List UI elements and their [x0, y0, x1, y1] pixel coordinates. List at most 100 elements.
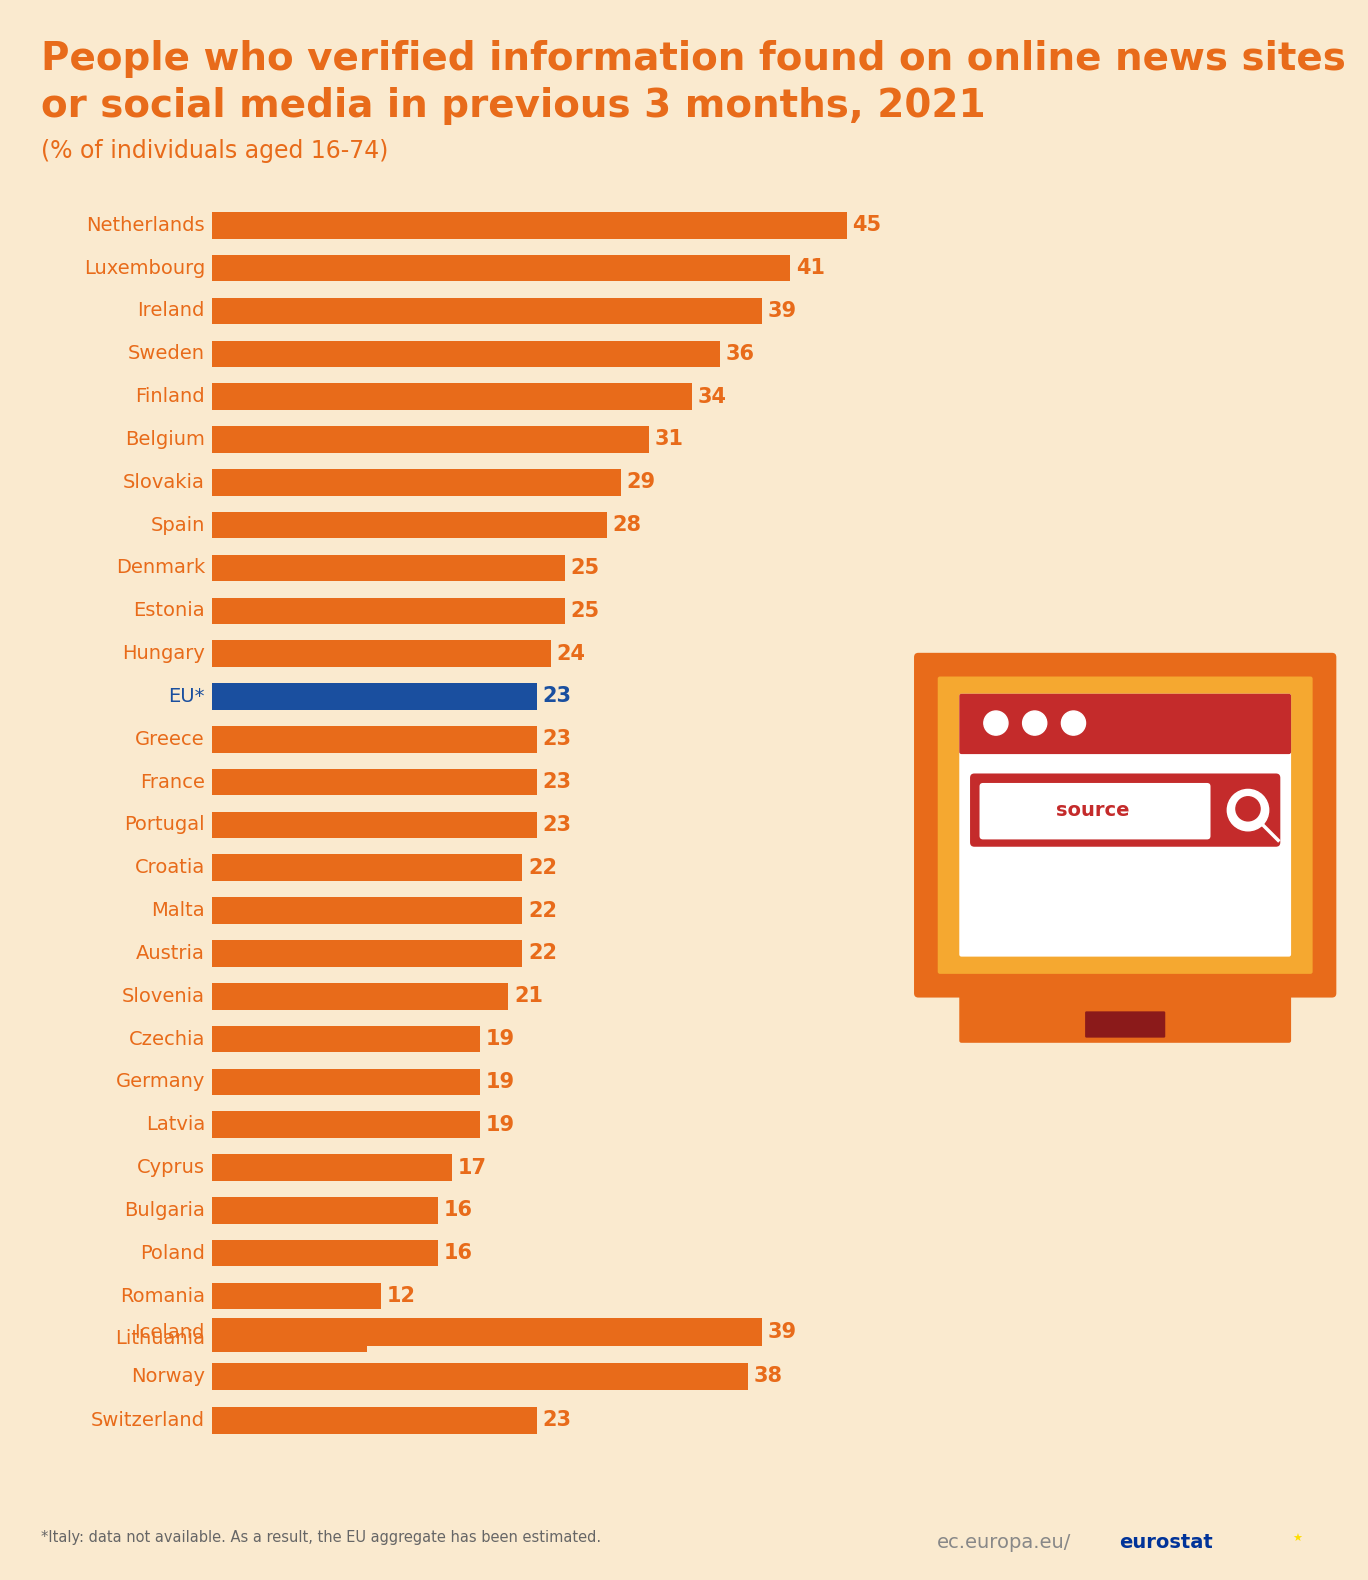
Text: *Italy: data not available. As a result, the EU aggregate has been estimated.: *Italy: data not available. As a result,…	[41, 1531, 601, 1545]
Bar	[212, 725, 536, 752]
Bar	[212, 1025, 480, 1052]
Bar	[212, 769, 536, 795]
Bar	[212, 555, 565, 581]
Text: Austria: Austria	[135, 943, 205, 962]
Bar	[212, 683, 536, 709]
Text: or social media in previous 3 months, 2021: or social media in previous 3 months, 20…	[41, 87, 986, 125]
Bar	[212, 384, 692, 409]
Text: 12: 12	[387, 1286, 416, 1307]
Text: Iceland: Iceland	[134, 1322, 205, 1341]
FancyBboxPatch shape	[959, 994, 1291, 1043]
Text: France: France	[140, 773, 205, 792]
Text: 22: 22	[528, 943, 557, 964]
FancyBboxPatch shape	[959, 694, 1291, 956]
Text: Portugal: Portugal	[124, 815, 205, 834]
Bar	[212, 1155, 451, 1180]
Bar	[212, 983, 509, 1010]
Text: EU*: EU*	[168, 687, 205, 706]
Text: 11: 11	[373, 1329, 402, 1349]
Bar	[212, 297, 762, 324]
Text: ec.europa.eu/: ec.europa.eu/	[937, 1533, 1071, 1552]
Bar	[212, 341, 720, 367]
Text: Croatia: Croatia	[134, 858, 205, 877]
Text: People who verified information found on online news sites: People who verified information found on…	[41, 40, 1346, 77]
Text: eurostat: eurostat	[1119, 1533, 1213, 1552]
Bar	[212, 940, 523, 967]
Text: 16: 16	[443, 1243, 472, 1262]
Text: Switzerland: Switzerland	[92, 1411, 205, 1430]
Text: 22: 22	[528, 858, 557, 878]
Text: 23: 23	[542, 815, 572, 834]
Bar	[212, 855, 523, 882]
Text: Germany: Germany	[116, 1073, 205, 1092]
Text: 38: 38	[754, 1367, 782, 1386]
Text: 45: 45	[852, 215, 881, 235]
Text: 23: 23	[542, 730, 572, 749]
Text: Malta: Malta	[152, 901, 205, 920]
FancyBboxPatch shape	[937, 676, 1313, 973]
Text: Slovakia: Slovakia	[123, 472, 205, 491]
Circle shape	[1235, 796, 1260, 822]
Bar	[212, 1240, 438, 1267]
Text: 25: 25	[570, 600, 599, 621]
Text: 28: 28	[613, 515, 642, 536]
Text: 19: 19	[486, 1029, 514, 1049]
Text: Belgium: Belgium	[124, 430, 205, 449]
Text: 25: 25	[570, 558, 599, 578]
Text: 17: 17	[457, 1158, 487, 1177]
Circle shape	[984, 711, 1008, 735]
Text: 39: 39	[767, 302, 798, 321]
Text: 34: 34	[698, 387, 726, 406]
FancyBboxPatch shape	[970, 774, 1280, 847]
Text: 36: 36	[725, 344, 755, 363]
Text: ★: ★	[1291, 1534, 1302, 1544]
Text: (% of individuals aged 16-74): (% of individuals aged 16-74)	[41, 139, 389, 163]
Bar	[212, 254, 791, 281]
Text: Romania: Romania	[120, 1286, 205, 1305]
Text: Hungary: Hungary	[122, 645, 205, 664]
Text: Ireland: Ireland	[138, 302, 205, 321]
Text: 19: 19	[486, 1115, 514, 1134]
Circle shape	[1062, 711, 1086, 735]
Text: Poland: Poland	[140, 1243, 205, 1262]
Bar	[212, 427, 650, 453]
Text: 16: 16	[443, 1201, 472, 1220]
Bar	[212, 512, 607, 539]
Text: source: source	[1056, 801, 1130, 820]
Text: Latvia: Latvia	[146, 1115, 205, 1134]
Text: 29: 29	[627, 472, 655, 493]
Text: Bulgaria: Bulgaria	[124, 1201, 205, 1220]
Circle shape	[1227, 790, 1268, 831]
Text: 39: 39	[767, 1322, 798, 1341]
Text: Denmark: Denmark	[116, 558, 205, 577]
Text: 24: 24	[557, 643, 586, 664]
Text: 31: 31	[655, 430, 684, 449]
Text: Greece: Greece	[135, 730, 205, 749]
Text: 21: 21	[514, 986, 543, 1006]
Bar	[212, 897, 523, 924]
Bar	[212, 1406, 536, 1435]
Text: Spain: Spain	[150, 515, 205, 534]
Text: Finland: Finland	[135, 387, 205, 406]
FancyBboxPatch shape	[914, 653, 1337, 997]
Text: 22: 22	[528, 901, 557, 921]
Text: Norway: Norway	[131, 1367, 205, 1386]
Bar	[212, 1326, 367, 1352]
Circle shape	[1023, 711, 1047, 735]
Bar	[212, 1111, 480, 1138]
Bar	[212, 1198, 438, 1223]
Bar	[212, 212, 847, 239]
Bar	[212, 469, 621, 496]
Text: Sweden: Sweden	[129, 344, 205, 363]
Text: Lithuania: Lithuania	[115, 1329, 205, 1348]
Text: Cyprus: Cyprus	[137, 1158, 205, 1177]
Text: Czechia: Czechia	[129, 1030, 205, 1049]
Bar	[212, 1068, 480, 1095]
Text: Estonia: Estonia	[133, 602, 205, 621]
FancyBboxPatch shape	[979, 784, 1211, 839]
Text: 23: 23	[542, 773, 572, 792]
Bar	[212, 640, 550, 667]
Text: Netherlands: Netherlands	[86, 216, 205, 235]
Text: 23: 23	[542, 686, 572, 706]
Bar	[212, 1283, 382, 1310]
